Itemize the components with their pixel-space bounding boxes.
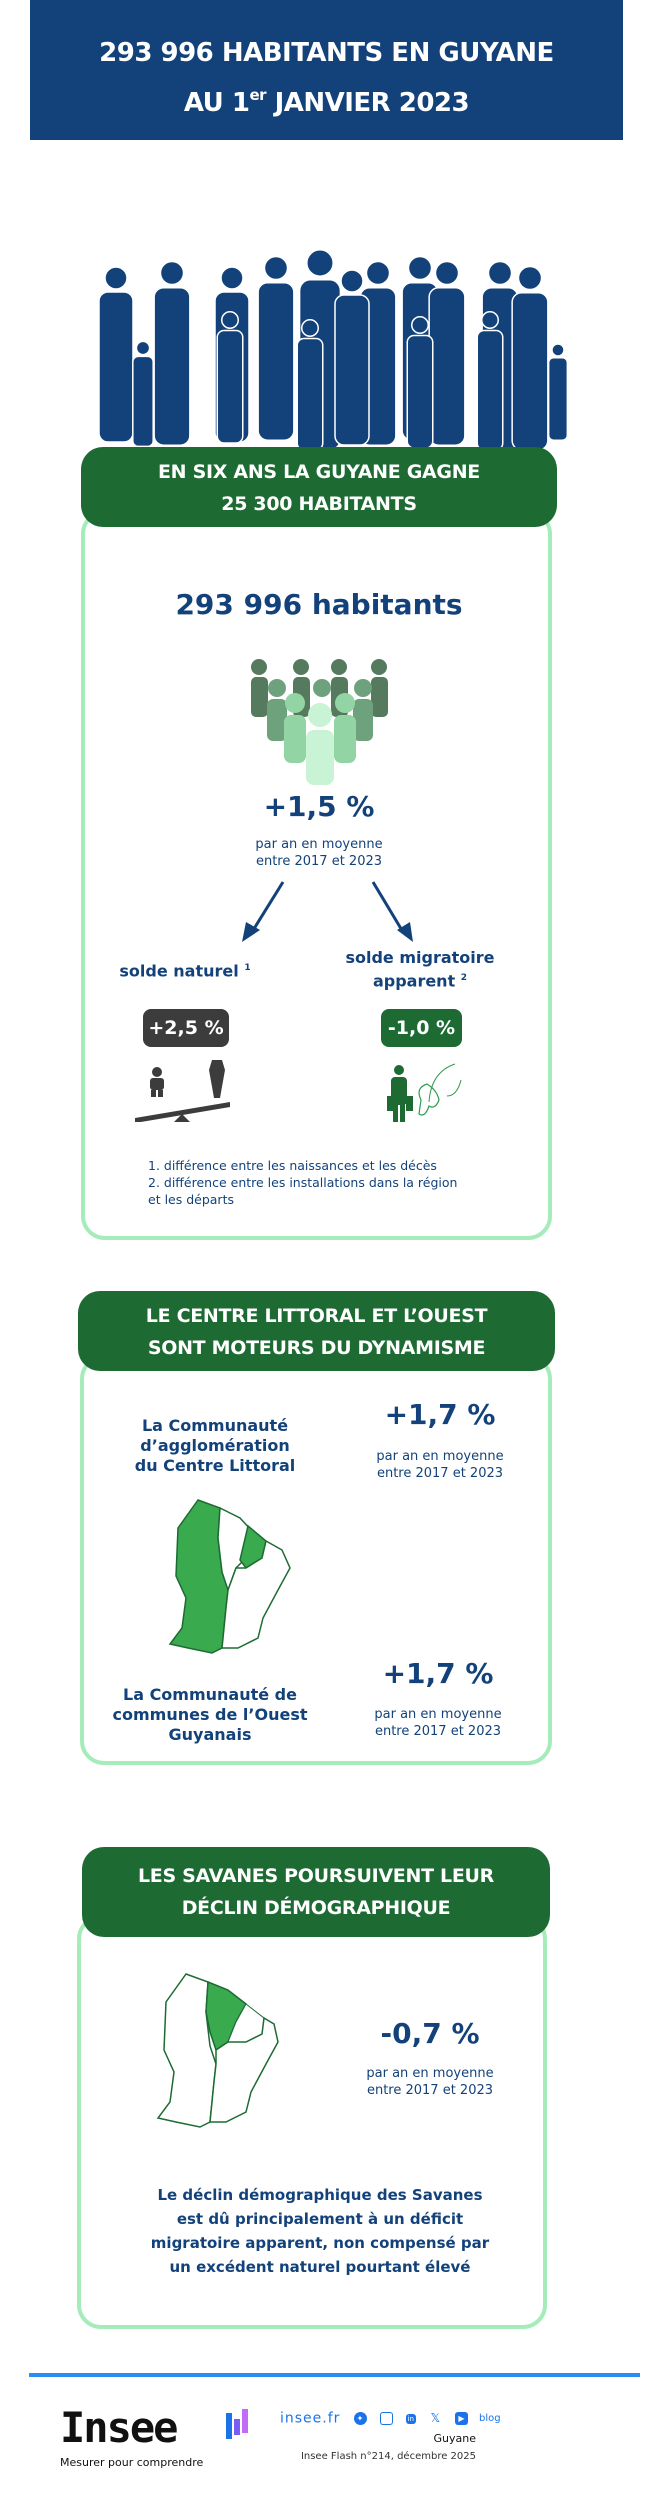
footer-links: insee.fr ✦ in 𝕏 ▶ blog: [280, 2408, 501, 2427]
ouest-guyanais-period: par an en moyenne entre 2017 et 2023: [374, 1707, 502, 1739]
logo-bars-icon: [226, 2409, 248, 2439]
person-icon: [257, 255, 295, 441]
migration-balance-label: solde migratoire apparent 2: [345, 948, 495, 991]
linkedin-icon[interactable]: in: [405, 2413, 416, 2424]
x-icon[interactable]: 𝕏: [430, 2411, 441, 2425]
birth-death-seesaw-icon: [135, 1060, 230, 1122]
person-icon: [406, 316, 434, 449]
title-line-1: 293 996 HABITANTS EN GUYANE: [99, 38, 554, 68]
person-icon: [334, 269, 370, 446]
growth-rate: +1,5 %: [263, 790, 375, 823]
person-icon: [428, 260, 466, 446]
migration-balance-badge: -1,0 %: [381, 1009, 462, 1047]
title-banner: 293 996 HABITANTS EN GUYANE AU 1er JANVI…: [30, 0, 623, 140]
person-icon: [153, 260, 191, 446]
person-icon: [547, 343, 569, 441]
split-arrows-icon: [242, 881, 413, 942]
savanes-value: -0,7 %: [380, 2017, 480, 2050]
section1-title-line2: 25 300 HABITANTS: [221, 493, 417, 515]
crowd-illustration: [98, 249, 569, 451]
person-icon: [511, 265, 549, 451]
section1-header: EN SIX ANS LA GUYANE GAGNE 25 300 HABITA…: [81, 447, 557, 527]
guyane-map-savanes-icon: [156, 1973, 279, 2128]
footer-region: Guyane: [433, 2432, 477, 2445]
instagram-icon[interactable]: [379, 2412, 393, 2425]
ouest-guyanais-value: +1,7 %: [382, 1657, 494, 1690]
centre-littoral-label: La Communauté d’agglomération du Centre Li…: [134, 1416, 296, 1475]
natural-balance-badge: +2,5 %: [143, 1009, 229, 1047]
bluesky-icon[interactable]: ✦: [353, 2412, 367, 2425]
youtube-icon[interactable]: ▶: [454, 2412, 468, 2425]
title-line-2: AU 1er JANVIER 2023: [183, 86, 470, 118]
population-group-icon: [251, 659, 388, 785]
section2-box: [80, 1355, 552, 1765]
person-icon: [296, 319, 324, 451]
section3-box: [77, 1915, 547, 2329]
section1-title-line1: EN SIX ANS LA GUYANE GAGNE: [158, 461, 480, 483]
person-icon: [98, 266, 134, 443]
person-icon: [216, 311, 244, 444]
insee-tagline: Mesurer pour comprendre: [60, 2456, 204, 2469]
footnotes: 1. différence entre les naissances et le…: [148, 1158, 458, 1207]
footer-publication: Insee Flash n°214, décembre 2025: [300, 2451, 476, 2462]
population-total: 293 996 habitants: [175, 588, 463, 621]
blog-link[interactable]: blog: [478, 2413, 501, 2424]
savanes-explanation: Le déclin démographique des Savanes est d…: [150, 2186, 490, 2276]
section2-header: LE CENTRE LITTORAL ET L’OUEST SONT MOTEUR…: [78, 1291, 555, 1371]
section3-header: LES SAVANES POURSUIVENT LEUR DÉCLIN DÉMOG…: [82, 1847, 550, 1937]
ouest-guyanais-label: La Communauté de communes de l’Ouest Guyan…: [112, 1685, 308, 1744]
growth-period: par an en moyenne entre 2017 et 2023: [255, 837, 383, 869]
person-icon: [132, 340, 154, 448]
person-icon: [476, 311, 504, 451]
insee-logo[interactable]: Insee: [60, 2403, 248, 2452]
natural-balance-label: solde naturel 1: [119, 961, 251, 981]
migration-icon: [387, 1063, 462, 1122]
guyane-map-west-centre-icon: [168, 1499, 291, 1654]
centre-littoral-value: +1,7 %: [384, 1398, 496, 1431]
footer-divider: [29, 2373, 640, 2377]
insee-site-link[interactable]: insee.fr: [280, 2410, 341, 2427]
centre-littoral-period: par an en moyenne entre 2017 et 2023: [376, 1449, 504, 1481]
savanes-period: par an en moyenne entre 2017 et 2023: [366, 2066, 494, 2098]
